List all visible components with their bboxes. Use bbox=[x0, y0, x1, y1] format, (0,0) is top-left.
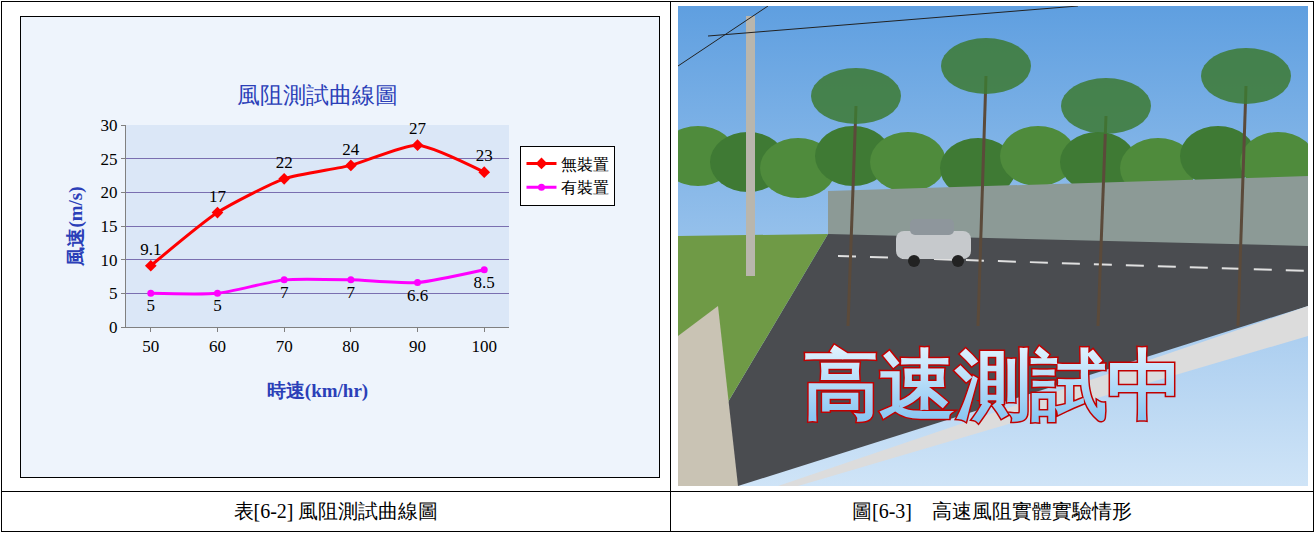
svg-text:0: 0 bbox=[109, 318, 118, 337]
svg-text:7: 7 bbox=[347, 283, 356, 302]
svg-text:15: 15 bbox=[101, 217, 118, 236]
svg-text:無裝置: 無裝置 bbox=[561, 156, 609, 173]
svg-text:90: 90 bbox=[409, 337, 426, 356]
svg-text:50: 50 bbox=[142, 337, 159, 356]
svg-text:17: 17 bbox=[209, 187, 227, 206]
svg-text:5: 5 bbox=[109, 284, 118, 303]
svg-text:25: 25 bbox=[101, 150, 118, 169]
svg-text:高速測試中: 高速測試中 bbox=[803, 340, 1183, 429]
svg-text:風阻測試曲線圖: 風阻測試曲線圖 bbox=[237, 83, 398, 108]
svg-text:9.1: 9.1 bbox=[140, 240, 161, 259]
svg-text:27: 27 bbox=[409, 119, 427, 138]
html-text:圖[6-3] 高速風阻實體實驗情形: 圖[6-3] 高速風阻實體實驗情形 bbox=[852, 500, 1132, 522]
svg-text:10: 10 bbox=[101, 251, 118, 270]
svg-text:7: 7 bbox=[280, 283, 289, 302]
svg-text:風速(m/s): 風速(m/s) bbox=[65, 186, 87, 266]
svg-text:100: 100 bbox=[471, 337, 497, 356]
html-text:表[6-2] 風阻測試曲線圖: 表[6-2] 風阻測試曲線圖 bbox=[233, 500, 439, 522]
svg-text:22: 22 bbox=[276, 153, 293, 172]
svg-text:20: 20 bbox=[101, 183, 118, 202]
svg-text:30: 30 bbox=[101, 116, 118, 135]
svg-text:6.6: 6.6 bbox=[407, 286, 428, 305]
svg-text:24: 24 bbox=[342, 140, 360, 159]
svg-text:時速(km/hr): 時速(km/hr) bbox=[267, 380, 368, 402]
svg-text:60: 60 bbox=[209, 337, 226, 356]
svg-text:70: 70 bbox=[276, 337, 293, 356]
svg-text:有裝置: 有裝置 bbox=[561, 179, 609, 196]
svg-text:5: 5 bbox=[213, 296, 222, 315]
svg-text:23: 23 bbox=[476, 146, 493, 165]
svg-text:80: 80 bbox=[342, 337, 359, 356]
svg-text:5: 5 bbox=[147, 296, 156, 315]
svg-text:8.5: 8.5 bbox=[474, 273, 495, 292]
